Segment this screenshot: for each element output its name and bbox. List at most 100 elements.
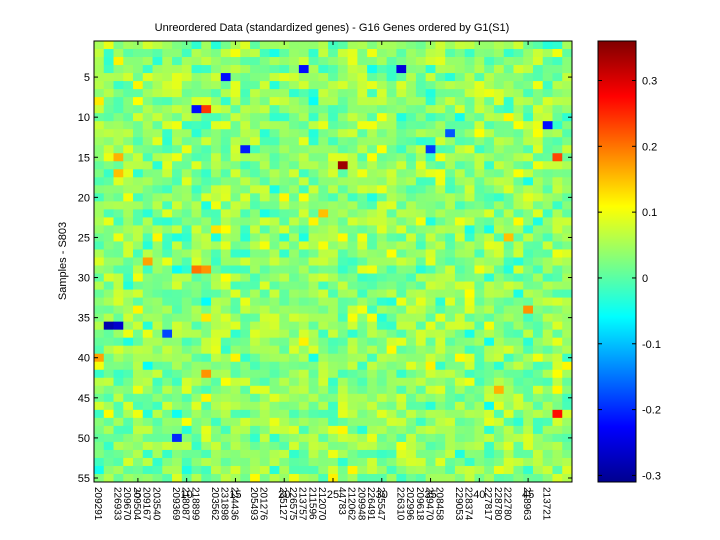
heatmap-cell bbox=[425, 321, 436, 331]
heatmap-cell bbox=[337, 225, 349, 234]
heatmap-cell bbox=[386, 273, 397, 282]
heatmap-cell bbox=[474, 329, 485, 339]
heatmap-cell bbox=[396, 441, 407, 451]
heatmap-cell bbox=[425, 65, 436, 74]
heatmap-cell bbox=[279, 465, 290, 475]
heatmap-cell bbox=[562, 433, 573, 443]
heatmap-cell bbox=[562, 185, 573, 194]
heatmap-cell bbox=[162, 409, 173, 419]
heatmap-cell bbox=[415, 265, 427, 274]
heatmap-cell bbox=[396, 193, 407, 202]
heatmap-cell bbox=[357, 217, 368, 226]
heatmap-cell bbox=[318, 377, 329, 387]
heatmap-cell bbox=[532, 465, 544, 475]
heatmap-cell bbox=[142, 297, 153, 306]
heatmap-cell bbox=[376, 457, 388, 467]
heatmap-cell bbox=[493, 273, 505, 282]
heatmap-cell bbox=[376, 401, 388, 411]
heatmap-cell bbox=[474, 161, 485, 170]
heatmap-cell bbox=[347, 409, 358, 419]
heatmap-cell bbox=[133, 113, 144, 122]
heatmap-cell bbox=[162, 161, 173, 170]
heatmap-cell bbox=[376, 257, 388, 266]
heatmap-cell bbox=[113, 433, 124, 443]
heatmap-cell bbox=[201, 105, 212, 114]
heatmap-cell bbox=[562, 385, 573, 395]
heatmap-cell bbox=[133, 241, 144, 250]
heatmap-cell bbox=[425, 465, 436, 475]
heatmap-cell bbox=[357, 457, 368, 467]
heatmap-cell bbox=[289, 425, 300, 435]
heatmap-cell bbox=[532, 169, 544, 178]
heatmap-cell bbox=[191, 393, 202, 403]
heatmap-cell bbox=[406, 137, 417, 146]
heatmap-cell bbox=[513, 265, 524, 274]
heatmap-cell bbox=[474, 169, 485, 178]
heatmap-cell bbox=[474, 281, 485, 290]
heatmap-cell bbox=[298, 393, 310, 403]
heatmap-cell bbox=[259, 457, 270, 467]
heatmap-cell bbox=[318, 89, 329, 98]
heatmap-cell bbox=[318, 337, 329, 347]
heatmap-cell bbox=[337, 209, 349, 218]
heatmap-cell bbox=[357, 113, 368, 122]
heatmap-cell bbox=[259, 97, 270, 106]
heatmap-cell bbox=[230, 369, 241, 379]
heatmap-cell bbox=[503, 65, 514, 74]
heatmap-cell bbox=[396, 345, 407, 355]
heatmap-cell bbox=[376, 177, 388, 186]
heatmap-cell bbox=[152, 81, 163, 90]
heatmap-cell bbox=[513, 137, 524, 146]
heatmap-cell bbox=[279, 281, 290, 290]
heatmap-cell bbox=[201, 265, 212, 274]
heatmap-cell bbox=[240, 377, 251, 387]
heatmap-cell bbox=[308, 457, 319, 467]
heatmap-cell bbox=[142, 177, 153, 186]
heatmap-cell bbox=[415, 217, 427, 226]
heatmap-cell bbox=[513, 361, 524, 371]
heatmap-cell bbox=[425, 81, 436, 90]
heatmap-cell bbox=[259, 193, 270, 202]
heatmap-cell bbox=[542, 41, 553, 50]
heatmap-cell bbox=[172, 361, 183, 371]
heatmap-cell bbox=[445, 57, 456, 66]
heatmap-cell bbox=[464, 97, 475, 106]
heatmap-cell bbox=[230, 289, 241, 298]
heatmap-cell bbox=[415, 161, 427, 170]
heatmap-cell bbox=[142, 433, 153, 443]
heatmap-cell bbox=[103, 201, 114, 210]
heatmap-cell bbox=[367, 121, 378, 130]
heatmap-cell bbox=[445, 393, 456, 403]
heatmap-cell bbox=[406, 113, 417, 122]
heatmap-cell bbox=[328, 89, 339, 98]
heatmap-cell bbox=[259, 57, 270, 66]
y-tick-label: 25 bbox=[78, 232, 90, 244]
heatmap-cell bbox=[94, 97, 105, 106]
heatmap-cell bbox=[259, 177, 270, 186]
heatmap-cell bbox=[250, 137, 261, 146]
heatmap-cell bbox=[269, 361, 280, 371]
heatmap-cell bbox=[513, 97, 524, 106]
heatmap-cell bbox=[289, 321, 300, 331]
heatmap-cell bbox=[230, 385, 241, 395]
heatmap-cell bbox=[201, 257, 212, 266]
heatmap-cell bbox=[386, 417, 397, 427]
heatmap-cell bbox=[406, 217, 417, 226]
heatmap-cell bbox=[230, 313, 241, 323]
heatmap-cell bbox=[396, 49, 407, 58]
x-gene-label: 211596 bbox=[306, 487, 317, 520]
heatmap-cell bbox=[142, 49, 153, 58]
heatmap-cell bbox=[415, 337, 427, 347]
heatmap-cell bbox=[552, 225, 563, 234]
heatmap-cell bbox=[94, 281, 105, 290]
heatmap-cell bbox=[250, 185, 261, 194]
heatmap-cell bbox=[152, 49, 163, 58]
heatmap-cell bbox=[211, 137, 222, 146]
heatmap-cell bbox=[386, 137, 397, 146]
heatmap-cell bbox=[474, 273, 485, 282]
heatmap-cell bbox=[123, 41, 134, 50]
heatmap-cell bbox=[289, 257, 300, 266]
heatmap-cell bbox=[162, 193, 173, 202]
heatmap-cell bbox=[357, 41, 368, 50]
heatmap-cell bbox=[191, 129, 202, 138]
